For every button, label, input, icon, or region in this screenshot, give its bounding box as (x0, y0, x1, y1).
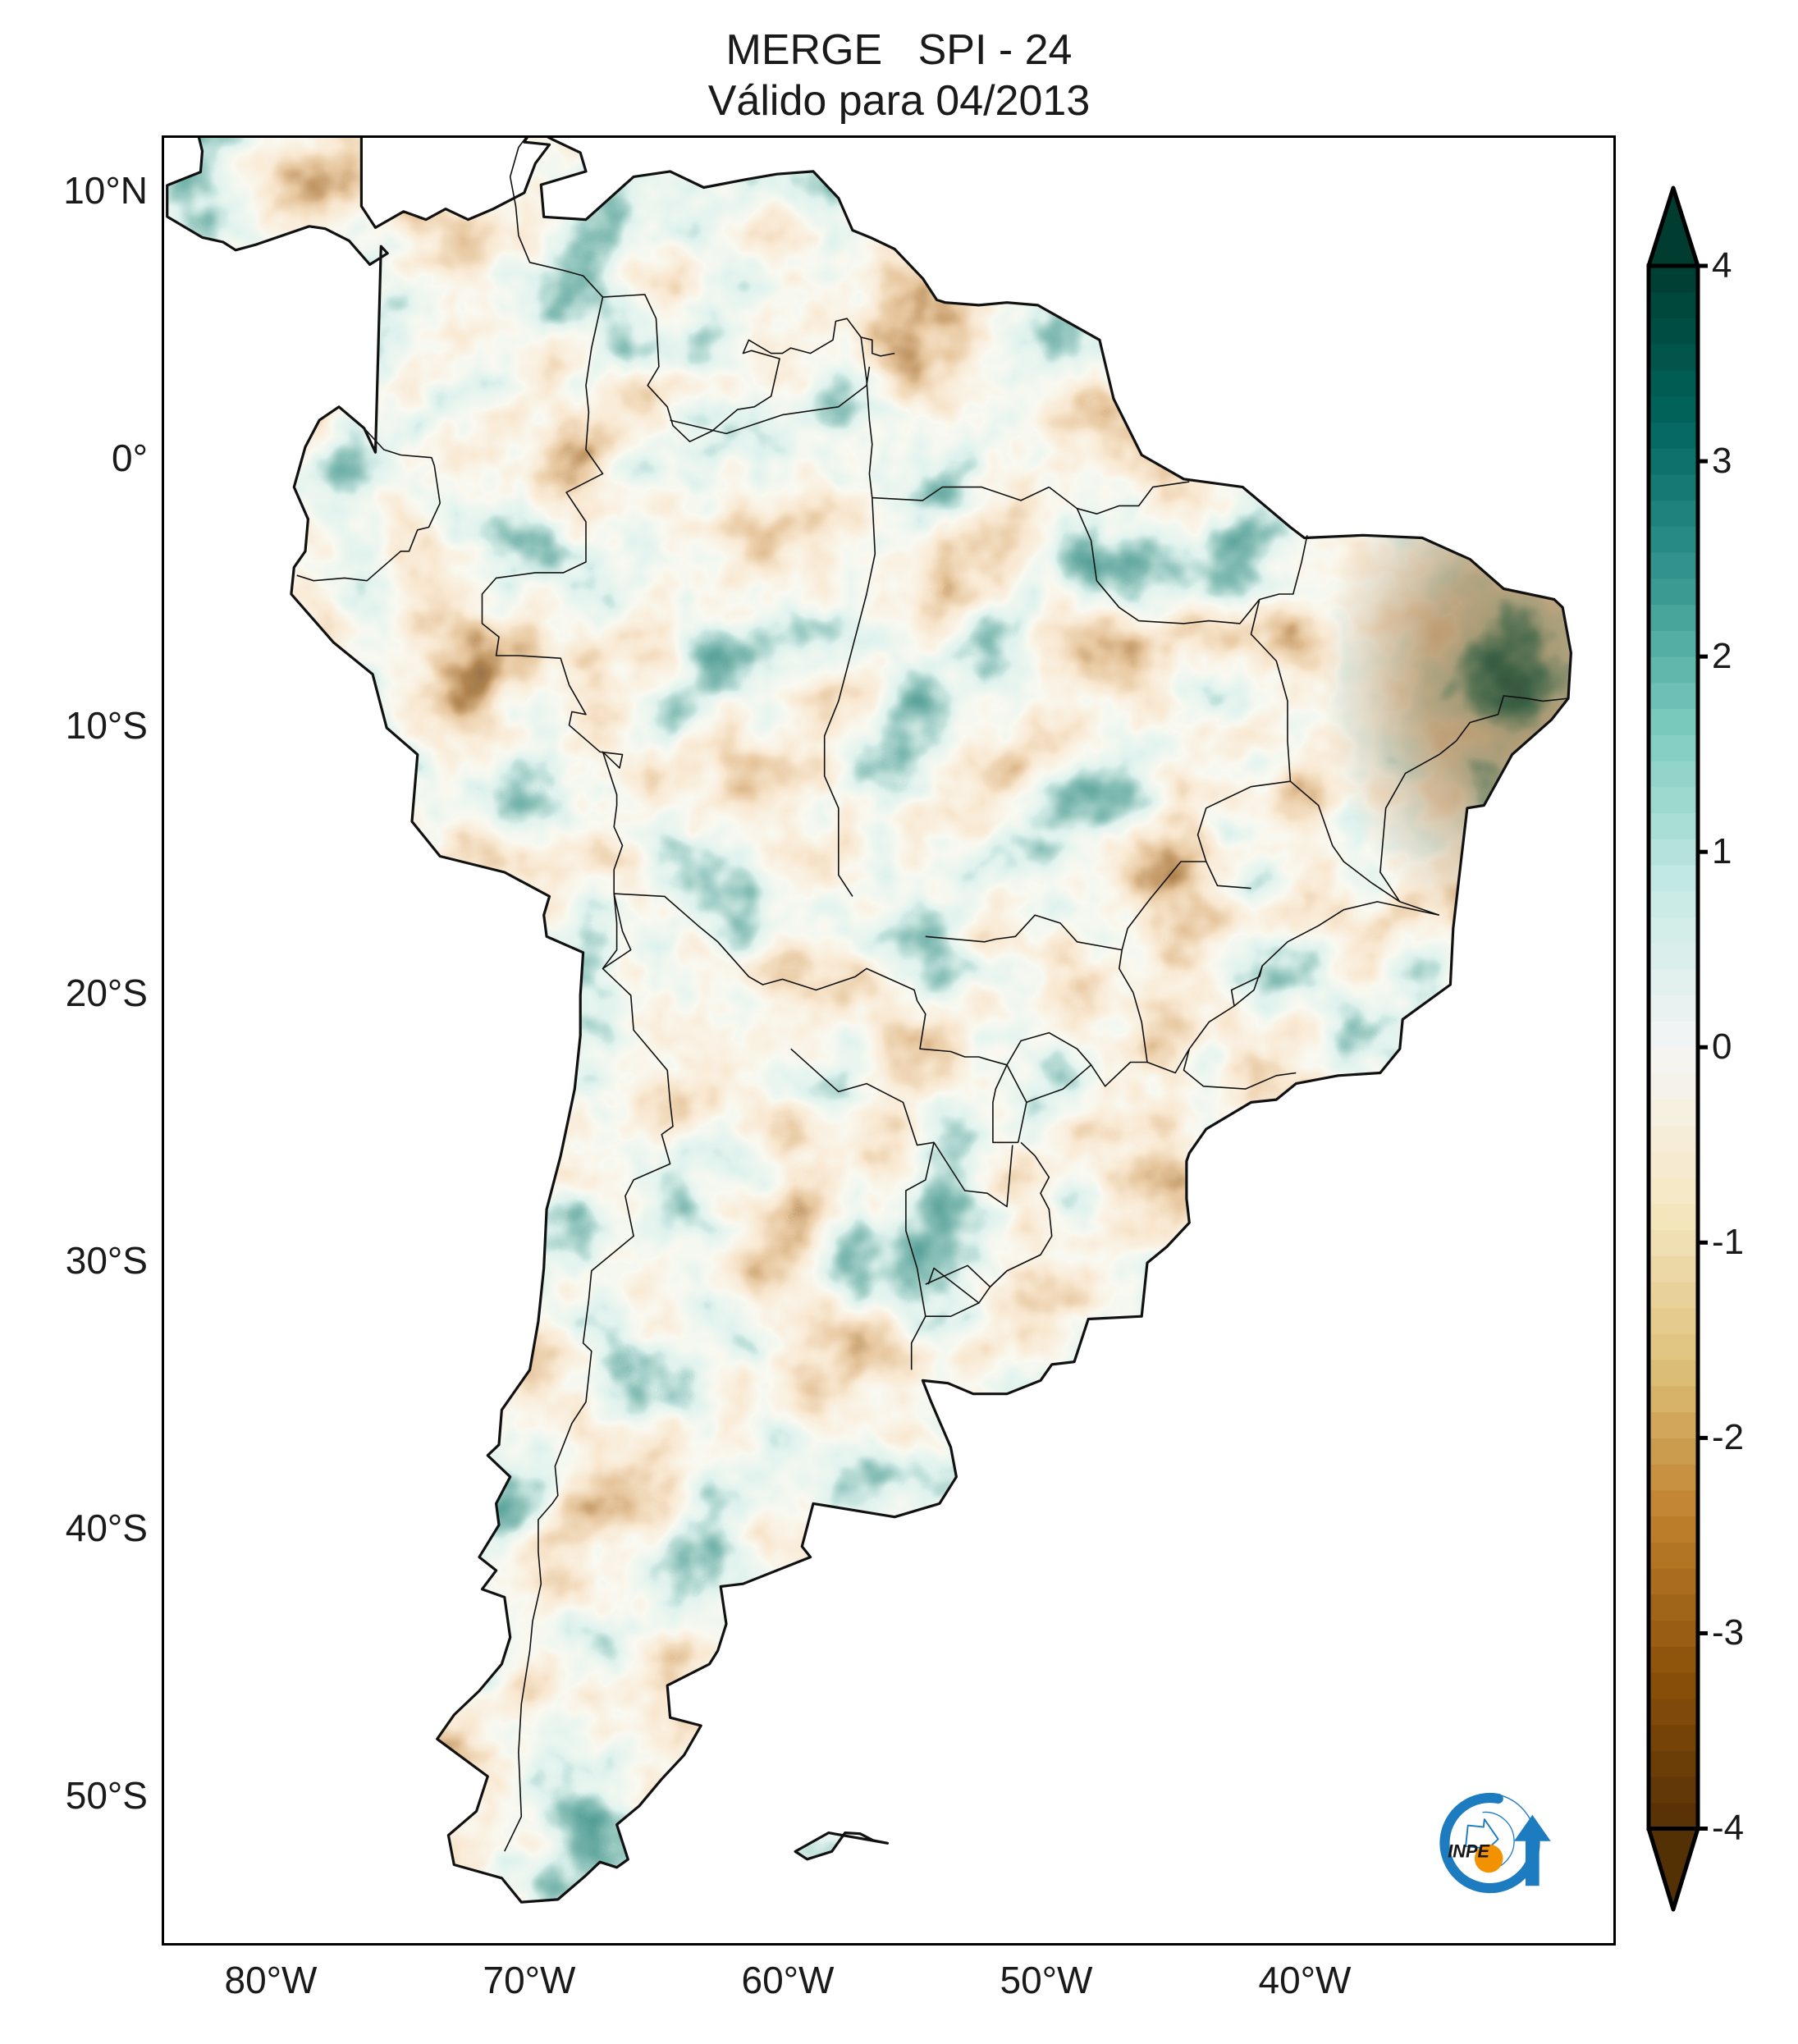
svg-text:INPE: INPE (1448, 1841, 1490, 1862)
